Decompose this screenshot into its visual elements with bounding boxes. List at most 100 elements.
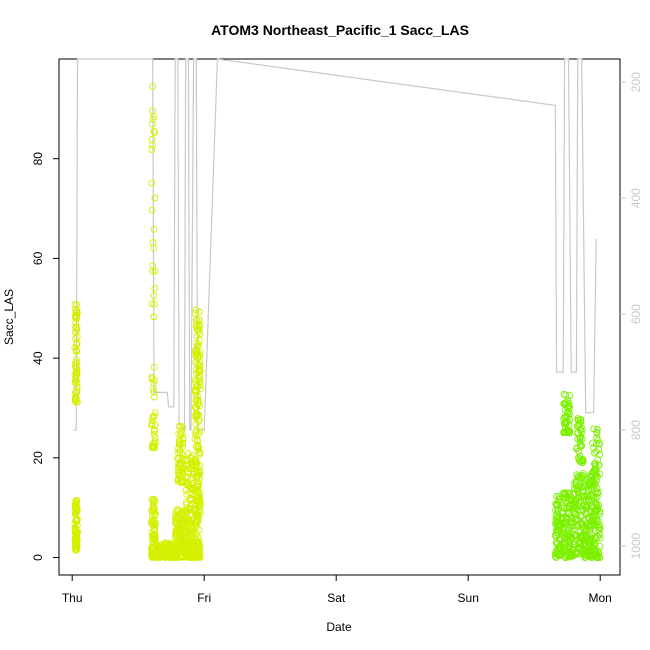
data-point [195, 402, 203, 410]
data-point [192, 483, 200, 490]
data-point [151, 376, 159, 384]
data-point [148, 206, 156, 214]
data-point [192, 387, 200, 394]
data-point [71, 525, 79, 533]
data-point [596, 525, 604, 532]
data-point [578, 456, 586, 464]
data-point [580, 549, 588, 556]
x-axis: Thu Fri Sat Sun Mon [62, 574, 612, 605]
data-point [577, 534, 585, 542]
data-point [562, 401, 570, 409]
data-point [151, 444, 159, 451]
data-point [71, 543, 79, 551]
data-point [195, 526, 203, 534]
data-point [172, 541, 180, 549]
data-point [551, 532, 559, 539]
data-point [565, 526, 573, 534]
data-point [584, 497, 592, 505]
data-point [573, 429, 581, 437]
data-point [195, 550, 203, 558]
data-point [572, 551, 580, 559]
data-point [196, 362, 204, 369]
data-point [592, 527, 600, 535]
data-point [579, 472, 587, 480]
data-point [594, 547, 602, 555]
data-point [150, 127, 158, 135]
data-point [561, 424, 569, 431]
data-point [174, 449, 182, 457]
data-point [594, 436, 602, 444]
data-point [176, 527, 184, 535]
y-axis: 0 20 40 60 80 [31, 152, 60, 561]
data-point [175, 441, 183, 449]
data-point [595, 501, 603, 509]
data-point [572, 478, 580, 486]
data-point [581, 492, 589, 499]
data-point [150, 412, 158, 420]
data-point [149, 83, 157, 91]
data-point [72, 394, 80, 402]
data-point [196, 427, 204, 435]
data-point [585, 526, 593, 534]
data-point [151, 434, 159, 441]
data-point [151, 284, 159, 292]
y-tick-label: 0 [31, 554, 45, 561]
data-point [72, 364, 80, 372]
data-point [594, 517, 602, 525]
data-point [73, 326, 81, 334]
data-point [560, 493, 568, 501]
data-point [71, 378, 79, 386]
data-point [193, 493, 201, 501]
data-point [148, 420, 156, 427]
data-point [561, 533, 569, 541]
data-point [150, 504, 158, 512]
data-point [192, 306, 200, 314]
data-point [566, 429, 574, 437]
data-point [562, 400, 570, 408]
data-point [192, 463, 200, 471]
data-point [192, 520, 200, 528]
data-point [72, 508, 80, 516]
data-point [575, 457, 583, 465]
data-point [177, 479, 185, 487]
data-point [561, 519, 569, 527]
data-point [153, 547, 161, 555]
data-point [561, 540, 569, 548]
data-point [189, 525, 196, 533]
data-point [196, 373, 204, 381]
data-point [561, 420, 569, 428]
data-point [150, 244, 158, 252]
data-point [593, 505, 601, 513]
data-point [148, 120, 156, 128]
y-tick-label: 60 [31, 251, 45, 265]
data-point [73, 369, 81, 377]
data-point [192, 409, 200, 417]
data-point [72, 498, 80, 506]
data-point [71, 539, 79, 547]
data-point [192, 346, 200, 353]
data-point [592, 508, 600, 516]
data-point [593, 426, 601, 433]
data-point [194, 508, 201, 516]
data-point [176, 540, 184, 548]
data-point [175, 467, 183, 475]
data-point [590, 546, 598, 554]
data-point [566, 495, 574, 503]
data-point [192, 420, 200, 428]
data-point [174, 469, 182, 477]
chart-title: ATOM3 Northeast_Pacific_1 Sacc_LAS [211, 22, 469, 38]
data-point [555, 495, 563, 503]
data-point [194, 342, 201, 350]
data-point [555, 526, 563, 534]
data-point [584, 493, 592, 501]
data-point [596, 440, 604, 448]
data-point [183, 520, 190, 528]
data-point [572, 478, 580, 485]
data-point [590, 483, 598, 490]
data-point [578, 435, 586, 443]
data-point [566, 410, 574, 418]
data-point [592, 501, 600, 509]
data-point [581, 483, 589, 491]
data-point [553, 519, 561, 527]
data-point [149, 497, 157, 505]
